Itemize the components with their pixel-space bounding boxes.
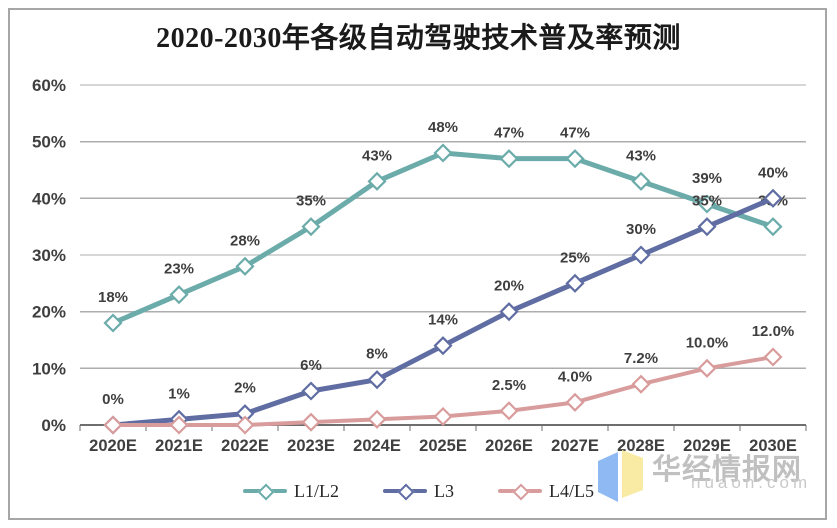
y-tick-label: 60% (32, 76, 66, 95)
y-tick-label: 20% (32, 303, 66, 322)
series-marker-diamond-icon (301, 412, 321, 432)
legend-diamond-icon (397, 483, 415, 501)
series-marker-diamond-icon (763, 217, 783, 237)
series-marker-diamond-icon (565, 273, 585, 293)
data-label: 7.2% (624, 350, 658, 367)
series-marker-diamond-icon (367, 370, 387, 390)
series-marker-diamond-icon (433, 406, 453, 427)
series-marker-diamond-icon (565, 392, 585, 412)
series-marker-diamond-icon (631, 245, 651, 265)
x-tick-label: 2027E (551, 437, 599, 455)
series-line-l1l2 (110, 150, 776, 326)
legend-diamond-icon (512, 483, 530, 501)
x-tick-label: 2021E (155, 437, 203, 455)
series-marker-diamond-icon (763, 347, 783, 367)
data-label: 20% (494, 278, 524, 295)
data-label: 4.0% (558, 368, 592, 385)
series-marker-diamond-icon (235, 256, 255, 276)
data-label: 25% (560, 249, 590, 266)
data-label: 12.0% (752, 323, 795, 340)
data-label: 40% (758, 164, 788, 181)
legend-label-l4l5: L4/L5 (549, 480, 594, 501)
legend-swatch-l1l2-icon (243, 483, 287, 501)
legend-item-l1l2: L1/L2 (243, 481, 339, 502)
y-tick-label: 10% (32, 359, 66, 378)
legend-swatch-l3-icon (383, 483, 427, 501)
chart-title: 2020-2030年各级自动驾驶技术普及率预测 (156, 23, 681, 54)
x-tick-label: 2024E (353, 437, 401, 455)
series-marker-diamond-icon (103, 313, 123, 333)
y-tick-label: 40% (32, 189, 66, 208)
data-label: 47% (494, 125, 524, 142)
series-marker-diamond-icon (631, 374, 651, 394)
chart-legend: L1/L2 L3 L4/L5 (0, 477, 837, 505)
series-marker-diamond-icon (169, 415, 189, 435)
legend-swatch-l4l5-icon (498, 483, 542, 501)
series-marker-diamond-icon (103, 415, 123, 435)
x-tick-label: 2023E (287, 437, 335, 455)
series-marker-diamond-icon (499, 149, 519, 169)
x-tick-label: 2030E (749, 437, 797, 455)
data-label: 2.5% (492, 377, 526, 394)
legend-item-l4l5: L4/L5 (498, 481, 594, 502)
chart-frame (8, 8, 827, 520)
legend-label-l1l2: L1/L2 (294, 480, 339, 501)
data-label: 10.0% (686, 334, 729, 351)
data-label: 18% (98, 289, 128, 306)
series-marker-diamond-icon (367, 171, 387, 191)
series-marker-diamond-icon (433, 336, 453, 356)
x-tick-label: 2020E (89, 437, 137, 455)
data-label: 8% (366, 346, 388, 363)
y-tick-label: 30% (32, 246, 66, 265)
x-tick-label: 2022E (221, 437, 269, 455)
data-label: 0% (102, 391, 124, 408)
data-label: 1% (168, 385, 190, 402)
legend-label-l3: L3 (434, 480, 454, 501)
series-marker-diamond-icon (367, 409, 387, 429)
series-marker-diamond-icon (169, 285, 189, 305)
data-label: 6% (300, 357, 322, 374)
series-marker-diamond-icon (433, 143, 453, 163)
data-label: 48% (428, 119, 458, 136)
data-label: 43% (626, 147, 656, 164)
series-marker-diamond-icon (301, 381, 321, 401)
series-marker-diamond-icon (697, 217, 717, 237)
series-marker-diamond-icon (631, 171, 651, 191)
series-marker-diamond-icon (499, 401, 519, 421)
data-label: 35% (692, 193, 722, 210)
series-marker-diamond-icon (763, 188, 783, 208)
data-label: 35% (296, 193, 326, 210)
data-label: 28% (230, 232, 260, 249)
data-label: 30% (626, 221, 656, 238)
x-tick-label: 2028E (617, 437, 665, 455)
data-label: 39% (692, 170, 722, 187)
x-tick-label: 2029E (683, 437, 731, 455)
y-tick-label: 50% (32, 133, 66, 152)
legend-diamond-icon (257, 483, 275, 501)
series-marker-diamond-icon (235, 415, 255, 435)
data-label: 43% (362, 147, 392, 164)
x-tick-label: 2026E (485, 437, 533, 455)
data-label: 2% (234, 380, 256, 397)
y-tick-label: 0% (41, 416, 66, 435)
data-label: 47% (560, 125, 590, 142)
series-marker-diamond-icon (697, 358, 717, 378)
series-marker-diamond-icon (565, 149, 585, 169)
series-marker-diamond-icon (301, 217, 321, 237)
x-tick-label: 2025E (419, 437, 467, 455)
data-label: 23% (164, 261, 194, 278)
series-marker-diamond-icon (499, 302, 519, 322)
legend-item-l3: L3 (383, 481, 454, 502)
data-label: 14% (428, 312, 458, 329)
series-marker-diamond-icon (697, 194, 717, 214)
